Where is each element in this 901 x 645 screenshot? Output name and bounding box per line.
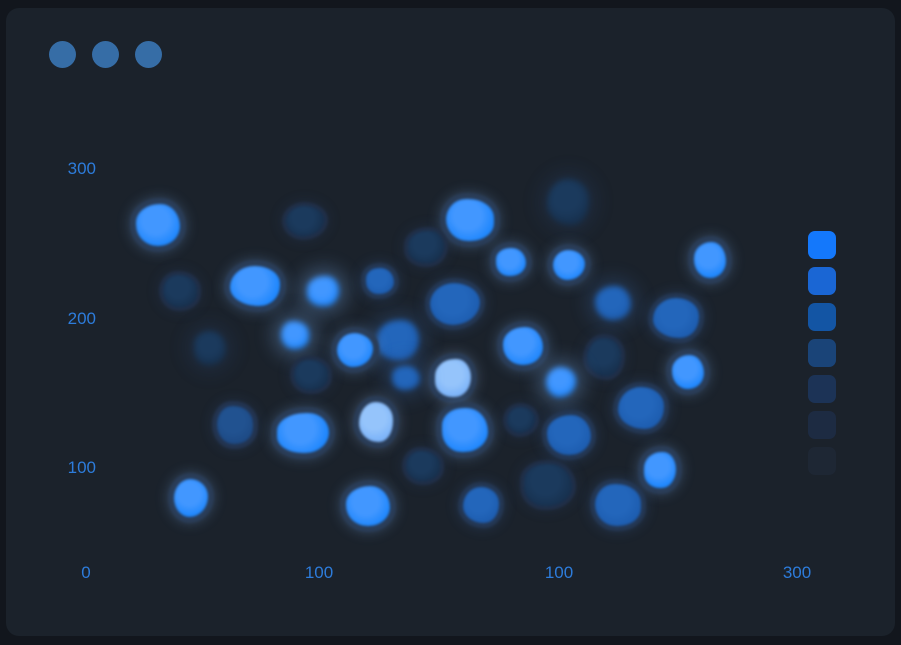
scatter-point: [446, 199, 494, 241]
legend-swatch[interactable]: [808, 339, 836, 367]
window-control-dot-icon[interactable]: [135, 41, 162, 68]
scatter-point: [230, 266, 280, 306]
scatter-point: [136, 204, 180, 246]
legend-swatch[interactable]: [808, 447, 836, 475]
scatter-point: [435, 359, 471, 397]
x-tick-label: 300: [782, 563, 812, 582]
scatter-point: [346, 486, 390, 526]
scatter-point: [595, 286, 631, 320]
scatter-point: [286, 206, 324, 236]
legend-swatch[interactable]: [808, 267, 836, 295]
y-tick-label: 300: [67, 159, 96, 178]
scatter-point: [163, 275, 197, 307]
scatter-point: [442, 408, 488, 452]
scatter-point: [524, 464, 572, 506]
legend-swatch[interactable]: [808, 411, 836, 439]
scatter-point: [294, 360, 328, 390]
y-tick-label: 200: [67, 309, 96, 328]
scatter-point: [694, 242, 726, 278]
chart-window: 300 200 100 0 100 100 300: [6, 8, 895, 636]
legend-swatch[interactable]: [808, 303, 836, 331]
scatter-point: [408, 231, 444, 263]
x-tick-label: 100: [544, 563, 574, 582]
scatter-point: [553, 250, 585, 280]
scatter-point: [595, 484, 641, 526]
x-tick-label: 100: [304, 563, 334, 582]
scatter-point: [644, 452, 676, 488]
scatter-point: [174, 479, 208, 517]
scatter-point: [653, 298, 699, 338]
legend-swatch[interactable]: [808, 231, 836, 259]
scatter-point: [503, 327, 543, 365]
scatter-point: [507, 407, 535, 433]
scatter-point: [430, 283, 480, 325]
y-tick-label: 100: [67, 458, 96, 477]
x-tick-label: 0: [81, 563, 91, 582]
legend-swatch[interactable]: [808, 375, 836, 403]
window-control-dot-icon[interactable]: [92, 41, 119, 68]
scatter-point: [366, 268, 394, 294]
scatter-point: [307, 276, 339, 306]
scatter-point: [672, 355, 704, 389]
scatter-point: [463, 487, 499, 523]
scatter-point: [546, 367, 576, 397]
scatter-point: [359, 402, 393, 442]
scatter-point: [587, 338, 621, 376]
window-controls: [49, 41, 162, 68]
scatter-point: [392, 366, 420, 390]
scatter-point: [217, 406, 253, 444]
scatter-point: [281, 321, 309, 349]
scatter-point: [277, 413, 329, 453]
scatter-point: [377, 320, 419, 360]
scatter-point: [496, 248, 526, 276]
scatter-point: [337, 333, 373, 367]
scatter-point: [547, 415, 591, 455]
scatter-point: [406, 451, 440, 481]
window-control-dot-icon[interactable]: [49, 41, 76, 68]
scatter-plot-area: [6, 8, 895, 636]
scatter-point: [618, 387, 664, 429]
scatter-point: [547, 179, 589, 225]
scatter-point: [194, 331, 226, 365]
